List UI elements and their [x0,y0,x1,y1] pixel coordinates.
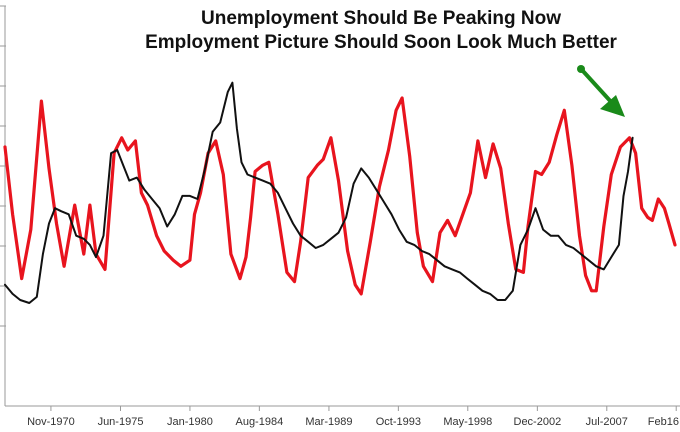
series-layer [3,81,677,304]
arrow-shaft [580,68,615,106]
x-tick-label: Aug-1984 [235,416,283,428]
x-tick-label: Jun-1975 [98,416,144,428]
x-tick-label: Mar-1989 [305,416,352,428]
x-tick-label: Oct-1993 [376,416,421,428]
green-arrow-annotation [577,65,625,117]
title-line-1: Unemployment Should Be Peaking Now [201,8,561,29]
title-line-2: Employment Picture Should Soon Look Much… [145,32,617,53]
x-tick-label: Dec-2002 [514,416,562,428]
x-tick-label: Jul-2007 [586,416,628,428]
x-tick-label: Jan-1980 [167,416,213,428]
arrow-head [600,95,625,117]
x-tick-label: Nov-1970 [27,416,75,428]
red-series-line [3,96,677,296]
x-tick-label: May-1998 [443,416,492,428]
black-series-line [4,81,634,304]
x-axis-ticks: Nov-1970 Jun-1975 Jan-1980 Aug-1984 Mar-1989… [27,406,679,428]
x-tick-label: Feb16 [648,416,679,428]
chart-title: Unemployment Should Be Peaking Now Emplo… [145,8,617,53]
arrow-tail-dot [577,65,585,73]
